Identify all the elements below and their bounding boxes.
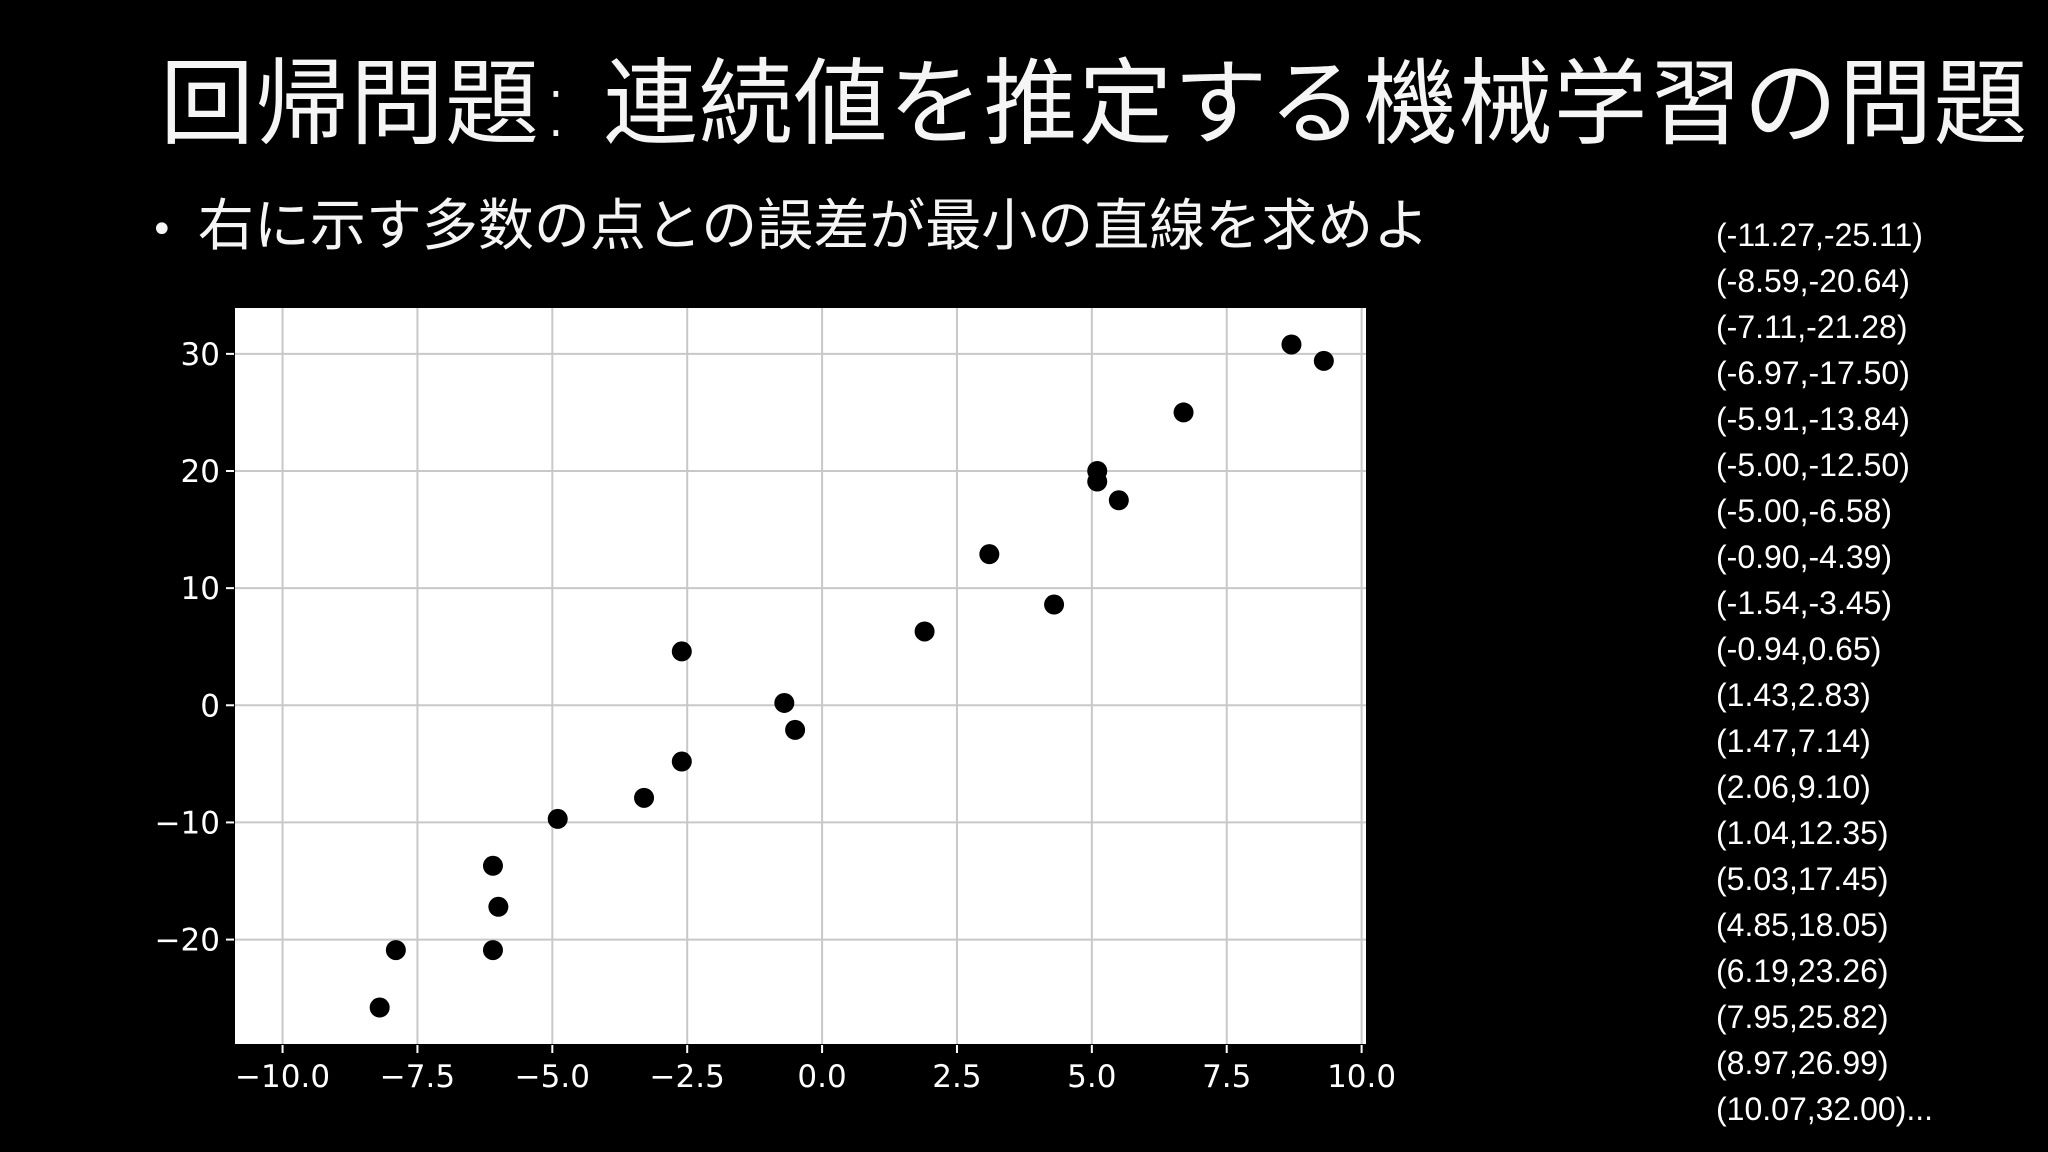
y-tick-label: 0 bbox=[200, 688, 220, 724]
plot-area bbox=[234, 307, 1367, 1045]
x-tick-label: 10.0 bbox=[1327, 1059, 1396, 1095]
x-tick-label: 5.0 bbox=[1067, 1059, 1116, 1095]
x-tick-label: 0.0 bbox=[797, 1059, 846, 1095]
scatter-plot-svg: −10.0 −7.5 −5.0 −2.5 0.0 2.5 5.0 7.5 10.0 −20 −10 0… bbox=[155, 306, 1396, 1095]
y-tick-label: −20 bbox=[155, 923, 220, 959]
point-list-item: (-0.90,-4.39) bbox=[1716, 539, 1893, 575]
point-list-item: (-6.97,-17.50) bbox=[1716, 355, 1910, 391]
data-point bbox=[634, 787, 655, 808]
data-point bbox=[482, 855, 503, 876]
data-point bbox=[482, 940, 503, 961]
x-tick-label: 7.5 bbox=[1202, 1059, 1251, 1095]
data-point bbox=[385, 940, 406, 961]
y-tick-label: 20 bbox=[181, 454, 220, 490]
point-list-item: (-7.11,-21.28) bbox=[1716, 309, 1908, 345]
bullet-dot: • bbox=[150, 206, 174, 253]
x-tick-label: −7.5 bbox=[380, 1059, 455, 1095]
data-point bbox=[547, 808, 568, 829]
point-list-item: (1.43,2.83) bbox=[1716, 677, 1871, 713]
x-tick-label: −5.0 bbox=[515, 1059, 590, 1095]
data-point bbox=[369, 997, 390, 1018]
x-tick-label: −2.5 bbox=[650, 1059, 725, 1095]
data-point bbox=[785, 719, 806, 740]
data-point bbox=[979, 544, 1000, 565]
point-list-item: (-0.94,0.65) bbox=[1716, 631, 1882, 667]
point-list-item: (8.97,26.99) bbox=[1716, 1045, 1889, 1081]
point-list-item: (4.85,18.05) bbox=[1716, 907, 1889, 943]
point-list-item: (-5.91,-13.84) bbox=[1716, 401, 1910, 437]
data-point bbox=[1108, 490, 1129, 511]
slide-title: 回帰問題: 連続値を推定する機械学習の問題 bbox=[160, 50, 2029, 159]
point-list-item: (-5.00,-12.50) bbox=[1716, 447, 1910, 483]
x-tick-label: −10.0 bbox=[235, 1059, 330, 1095]
data-point bbox=[671, 641, 692, 662]
bullet-text: 右に示す多数の点との誤差が最小の直線を求めよ bbox=[197, 194, 1430, 259]
data-point bbox=[1313, 350, 1334, 371]
point-list-item: (1.04,12.35) bbox=[1716, 815, 1889, 851]
point-list: (-11.27,-25.11) (-8.59,-20.64) (-7.11,-21.… bbox=[1716, 212, 2016, 1132]
y-tick-label: 10 bbox=[181, 571, 220, 607]
data-point bbox=[914, 621, 935, 642]
point-list-item: (10.07,32.00)... bbox=[1716, 1091, 1934, 1127]
point-list-item: (-8.59,-20.64) bbox=[1716, 263, 1910, 299]
data-point bbox=[488, 896, 509, 917]
point-list-item: (-5.00,-6.58) bbox=[1716, 493, 1893, 529]
point-list-item: (5.03,17.45) bbox=[1716, 861, 1889, 897]
data-point bbox=[1044, 594, 1065, 615]
data-point bbox=[671, 751, 692, 772]
bullet-line: • 右に示す多数の点との誤差が最小の直線を求めよ bbox=[150, 192, 1429, 265]
x-tick-label: 2.5 bbox=[932, 1059, 981, 1095]
point-list-item: (7.95,25.82) bbox=[1716, 999, 1889, 1035]
point-list-item: (-11.27,-25.11) bbox=[1716, 217, 1923, 253]
plot-frame bbox=[233, 306, 1368, 1046]
y-tick-label: −10 bbox=[155, 805, 220, 841]
data-point bbox=[1087, 471, 1108, 492]
point-list-item: (6.19,23.26) bbox=[1716, 953, 1889, 989]
y-tick-label: 30 bbox=[181, 337, 220, 373]
point-list-item: (-1.54,-3.45) bbox=[1716, 585, 1893, 621]
point-list-item: (2.06,9.10) bbox=[1716, 769, 1871, 805]
point-list-item: (1.47,7.14) bbox=[1716, 723, 1871, 759]
data-point bbox=[774, 692, 795, 713]
data-point bbox=[1173, 402, 1194, 423]
data-point bbox=[1281, 334, 1302, 355]
scatter-chart: −10.0 −7.5 −5.0 −2.5 0.0 2.5 5.0 7.5 10.0 −20 −10 0… bbox=[110, 290, 1410, 1140]
